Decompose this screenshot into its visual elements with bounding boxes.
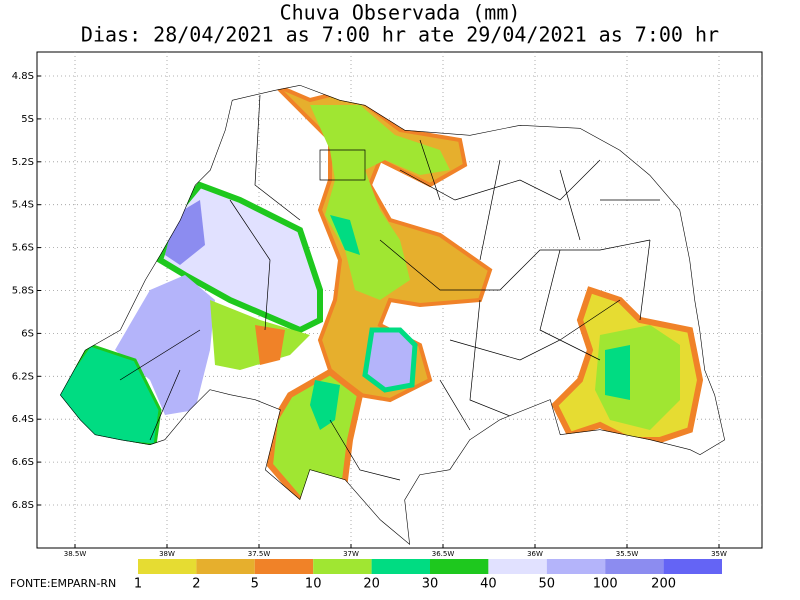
- legend-label: 200: [651, 577, 676, 592]
- legend-label: 100: [593, 577, 618, 592]
- lat-label: 5.4S: [12, 200, 34, 211]
- legend-label: 1: [134, 577, 142, 592]
- municipal-borders: [60, 85, 725, 545]
- legend: 1 2 5 10 20 30 40 50 100 200: [134, 559, 722, 592]
- lon-label: 37.5W: [248, 550, 271, 558]
- legend-label: 10: [305, 577, 322, 592]
- map-frame: [36, 51, 763, 549]
- legend-label: 20: [363, 577, 380, 592]
- legend-swatch: [371, 559, 430, 574]
- legend-label: 40: [480, 577, 497, 592]
- source-label: FONTE:EMPARN-RN: [10, 577, 116, 590]
- lon-label: 36.5W: [432, 550, 455, 558]
- legend-swatch: [430, 559, 489, 574]
- map-subtitle: Dias: 28/04/2021 as 7:00 hr ate 29/04/20…: [81, 23, 719, 47]
- lon-label: 38W: [159, 550, 175, 558]
- legend-swatch: [138, 559, 197, 574]
- rain-area: [310, 105, 450, 300]
- rain-area: [330, 215, 360, 255]
- legend-swatch: [663, 559, 722, 574]
- rain-area: [115, 275, 215, 415]
- lon-label: 35.5W: [616, 550, 639, 558]
- legend-swatch: [254, 559, 314, 574]
- map-title: Chuva Observada (mm): [280, 1, 521, 25]
- legend-swatch: [196, 559, 255, 574]
- legend-swatch: [605, 559, 664, 574]
- rain-area: [605, 345, 630, 400]
- lon-label: 38.5W: [64, 550, 87, 558]
- legend-label: 2: [192, 577, 200, 592]
- lon-label: 36W: [527, 550, 543, 558]
- legend-swatch: [313, 559, 372, 574]
- legend-label: 30: [422, 577, 439, 592]
- lon-label: 37W: [343, 550, 359, 558]
- rain-area: [362, 327, 418, 393]
- lat-label: 6.4S: [12, 414, 34, 425]
- lat-label: 4.8S: [12, 71, 34, 82]
- lat-label: 5.2S: [12, 157, 34, 168]
- legend-swatch: [488, 559, 547, 574]
- rain-fields: [60, 85, 704, 504]
- lat-label: 5S: [21, 114, 34, 125]
- lat-label: 5.6S: [12, 243, 34, 254]
- rain-area: [255, 325, 285, 365]
- legend-label: 50: [539, 577, 556, 592]
- lat-label: 6.6S: [12, 457, 34, 468]
- lat-label: 5.8S: [12, 286, 34, 297]
- rain-area: [310, 380, 340, 430]
- lat-label: 6S: [21, 328, 34, 339]
- legend-swatch: [546, 559, 606, 574]
- lat-label: 6.2S: [12, 371, 34, 382]
- legend-label: 5: [251, 577, 259, 592]
- lat-label: 6.8S: [12, 500, 34, 511]
- lon-label: 35W: [711, 550, 727, 558]
